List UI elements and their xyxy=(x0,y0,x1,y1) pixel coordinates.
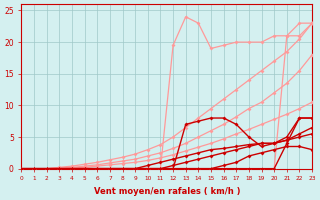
X-axis label: Vent moyen/en rafales ( km/h ): Vent moyen/en rafales ( km/h ) xyxy=(93,187,240,196)
